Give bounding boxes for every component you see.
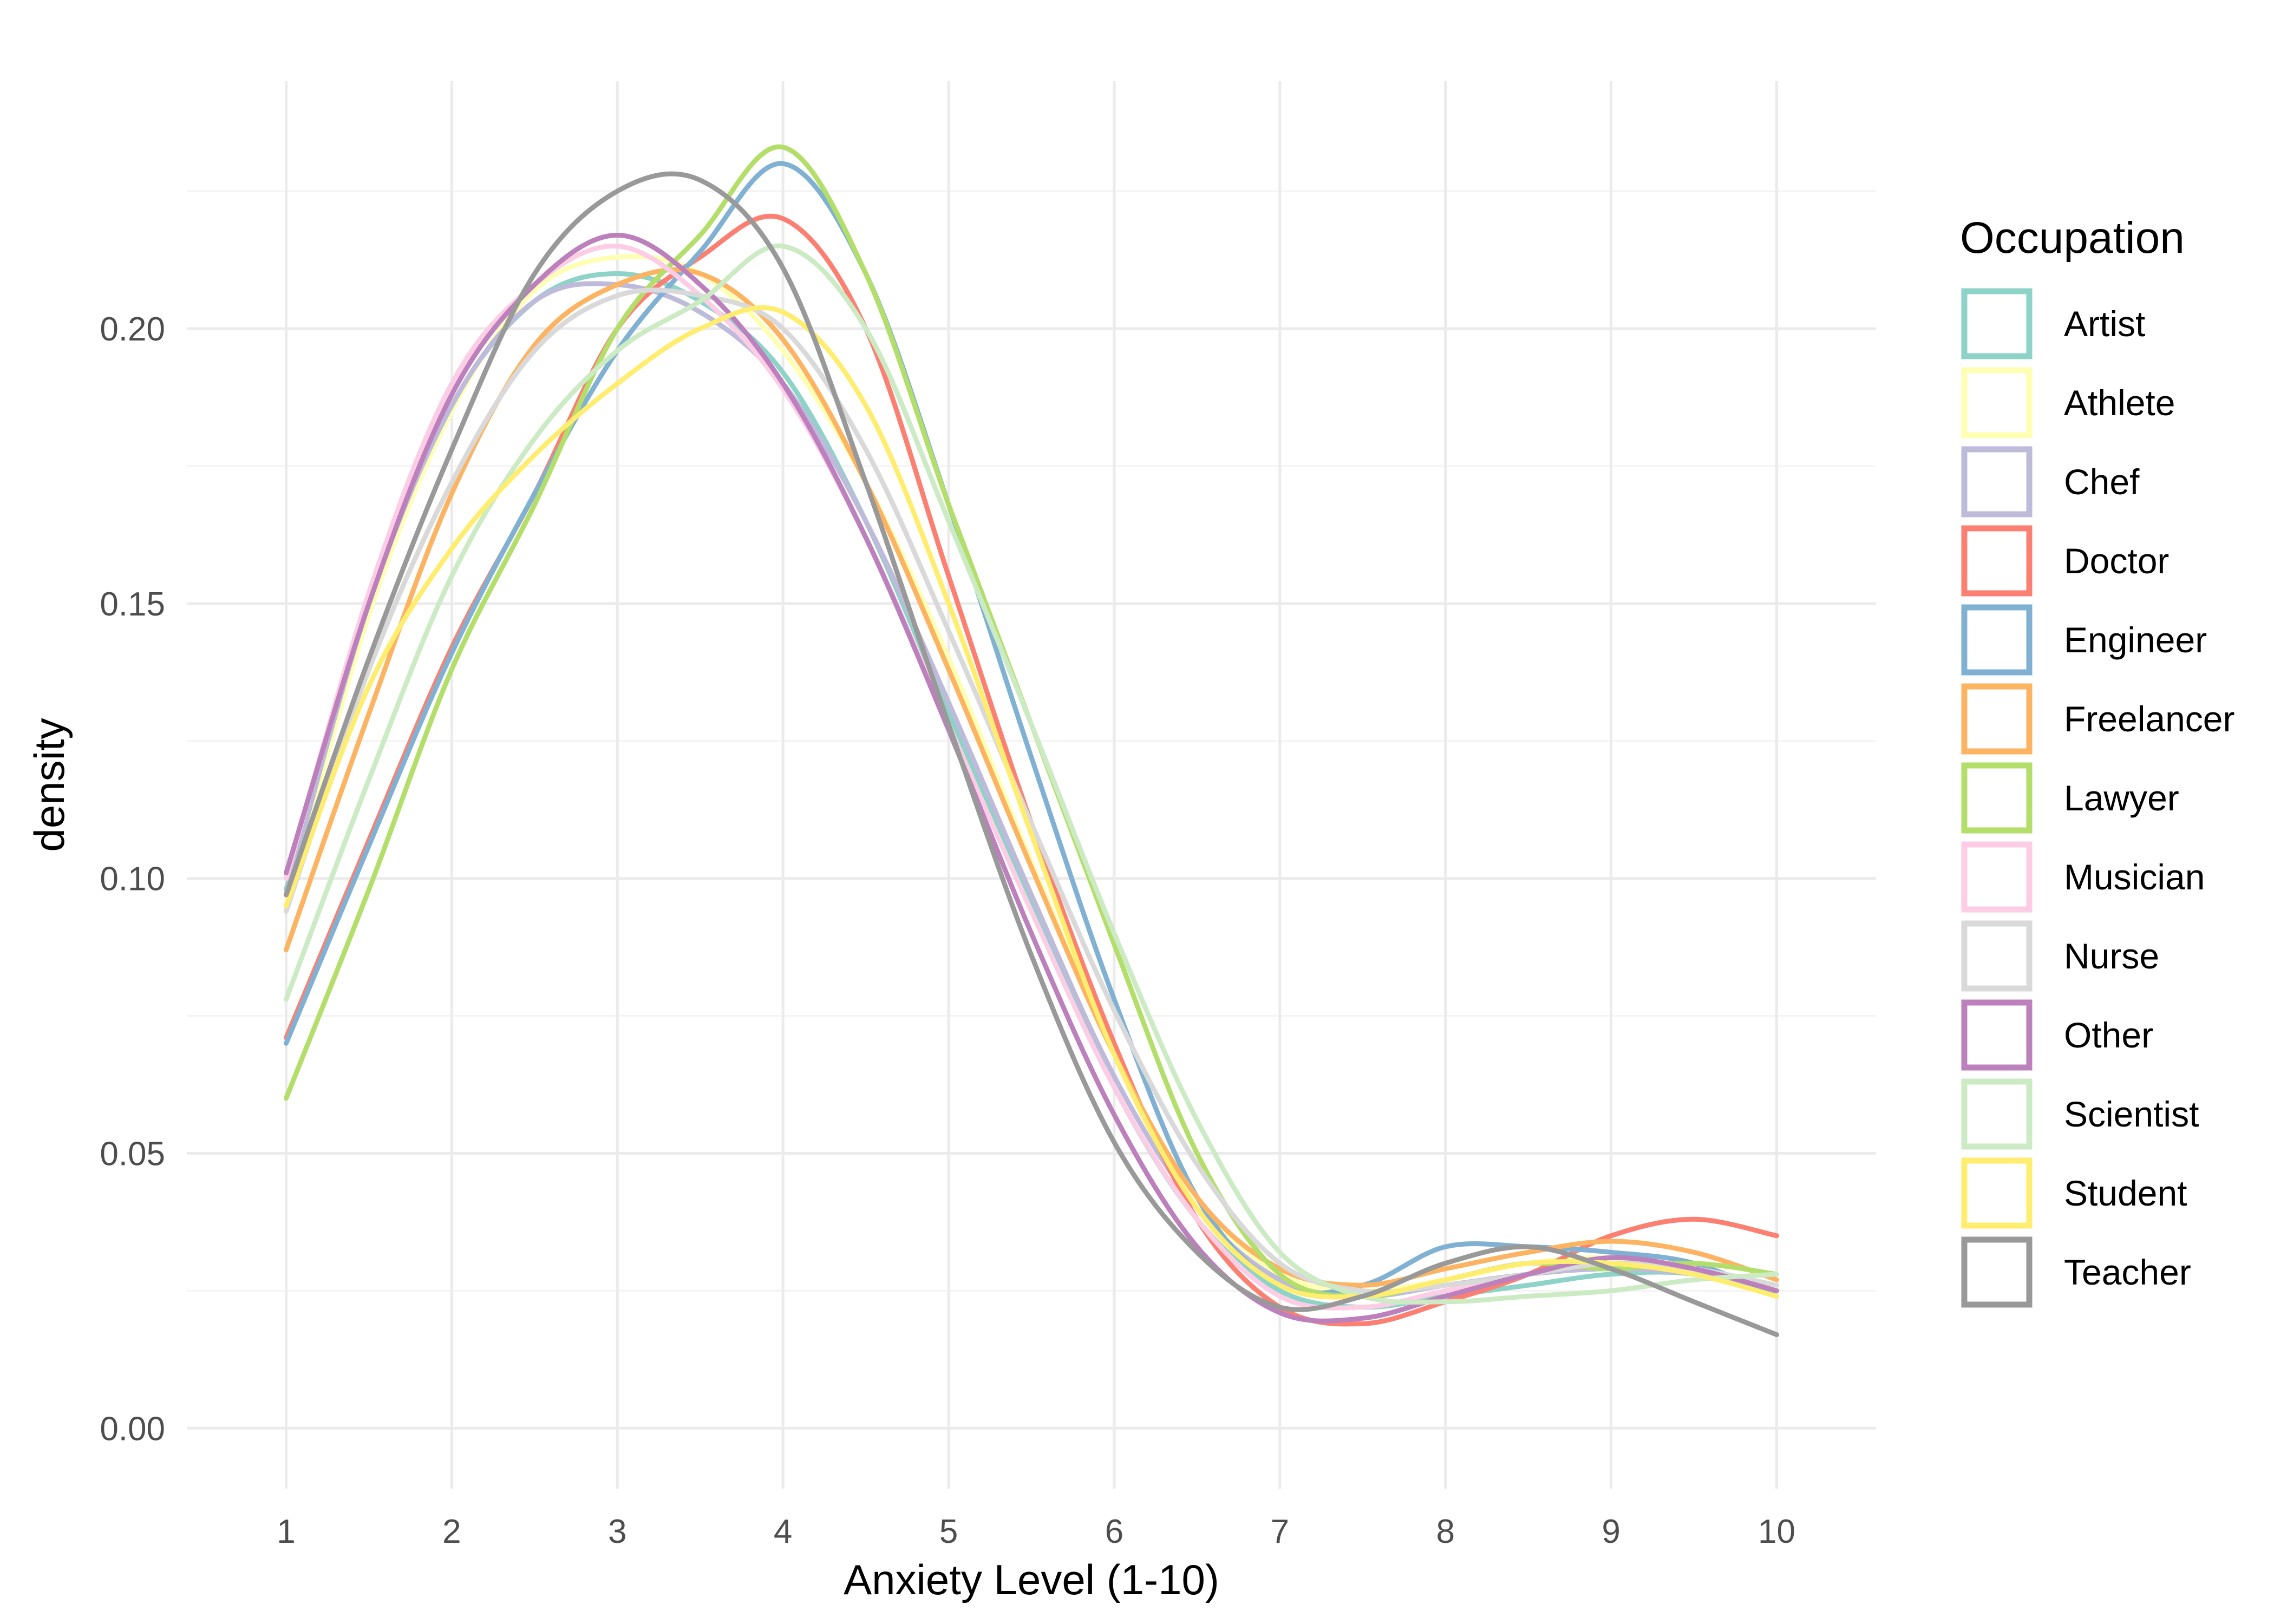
legend-swatch bbox=[1961, 1078, 2033, 1150]
x-tick-label: 10 bbox=[1758, 1513, 1795, 1550]
series-line-nurse bbox=[284, 287, 1779, 1294]
legend-title: Occupation bbox=[1960, 213, 2185, 263]
legend-item-nurse: Nurse bbox=[1961, 920, 2159, 992]
y-tick-label: 0.15 bbox=[100, 586, 165, 623]
legend-item-athlete: Athlete bbox=[1961, 367, 2175, 438]
legend-swatch bbox=[1961, 683, 2033, 755]
legend-item-student: Student bbox=[1961, 1157, 2187, 1229]
x-tick-label: 3 bbox=[608, 1513, 626, 1550]
legend-swatch bbox=[1961, 1157, 2033, 1229]
series-line-athlete bbox=[284, 253, 1779, 1294]
series-lines bbox=[284, 144, 1779, 1338]
legend-swatch bbox=[1961, 920, 2033, 992]
x-tick-label: 2 bbox=[442, 1513, 461, 1550]
legend-label: Other bbox=[2064, 1015, 2153, 1055]
legend-label: Musician bbox=[2064, 857, 2205, 897]
series-line-teacher bbox=[284, 171, 1779, 1338]
legend-label: Athlete bbox=[2064, 383, 2175, 423]
x-axis-title: Anxiety Level (1-10) bbox=[844, 1556, 1219, 1603]
x-tick-label: 4 bbox=[774, 1513, 792, 1550]
legend-item-chef: Chef bbox=[1961, 446, 2140, 518]
x-tick-label: 5 bbox=[939, 1513, 958, 1550]
series-line-scientist bbox=[284, 243, 1779, 1305]
x-axis-tick-labels: 1 2 3 4 5 6 7 8 9 10 bbox=[277, 1513, 1795, 1550]
legend-item-engineer: Engineer bbox=[1961, 604, 2207, 676]
y-tick-label: 0.10 bbox=[100, 861, 165, 898]
series-line-freelancer bbox=[284, 267, 1779, 1288]
legend-swatch bbox=[1961, 1236, 2033, 1308]
legend-label: Engineer bbox=[2064, 620, 2207, 660]
legend-swatch bbox=[1961, 525, 2033, 597]
legend-label: Lawyer bbox=[2064, 778, 2179, 818]
legend-item-musician: Musician bbox=[1961, 841, 2205, 913]
series-line-chef bbox=[284, 281, 1779, 1299]
legend-label: Doctor bbox=[2064, 541, 2169, 581]
y-axis-title: density bbox=[25, 718, 73, 852]
legend-label: Chef bbox=[2064, 462, 2140, 502]
y-tick-label: 0.05 bbox=[100, 1135, 165, 1173]
series-line-student bbox=[284, 305, 1779, 1300]
legend-swatch bbox=[1961, 367, 2033, 438]
legend-label: Freelancer bbox=[2064, 699, 2234, 739]
series-line-other bbox=[284, 232, 1779, 1324]
x-tick-label: 1 bbox=[277, 1513, 295, 1550]
legend-item-scientist: Scientist bbox=[1961, 1078, 2199, 1150]
series-line-musician bbox=[284, 244, 1779, 1311]
legend-swatch bbox=[1961, 288, 2033, 359]
x-tick-label: 7 bbox=[1271, 1513, 1289, 1550]
legend-swatch bbox=[1961, 762, 2033, 834]
legend-label: Teacher bbox=[2064, 1252, 2191, 1292]
legend-item-doctor: Doctor bbox=[1961, 525, 2169, 597]
legend-item-artist: Artist bbox=[1961, 288, 2145, 359]
legend-label: Artist bbox=[2064, 304, 2145, 344]
legend-label: Nurse bbox=[2064, 936, 2159, 976]
legend-swatch bbox=[1961, 446, 2033, 518]
legend-item-teacher: Teacher bbox=[1961, 1236, 2191, 1308]
legend-swatch bbox=[1961, 841, 2033, 913]
legend-label: Student bbox=[2064, 1173, 2187, 1213]
legend-swatch bbox=[1961, 999, 2033, 1071]
legend-items: Artist Athlete Chef Doctor Engineer Freelance… bbox=[1961, 288, 2234, 1308]
legend-item-lawyer: Lawyer bbox=[1961, 762, 2179, 834]
legend-label: Scientist bbox=[2064, 1094, 2199, 1134]
grid-lines bbox=[187, 81, 1876, 1489]
legend-swatch bbox=[1961, 604, 2033, 676]
legend-item-freelancer: Freelancer bbox=[1961, 683, 2234, 755]
legend-item-other: Other bbox=[1961, 999, 2153, 1071]
y-axis-tick-labels: 0.00 0.05 0.10 0.15 0.20 bbox=[100, 311, 165, 1448]
x-tick-label: 8 bbox=[1436, 1513, 1454, 1550]
legend: Occupation Artist Athlete Chef Doctor Engine… bbox=[1960, 213, 2234, 1308]
y-tick-label: 0.20 bbox=[100, 311, 165, 348]
y-tick-label: 0.00 bbox=[100, 1410, 165, 1448]
x-tick-label: 9 bbox=[1602, 1513, 1620, 1550]
x-tick-label: 6 bbox=[1105, 1513, 1123, 1550]
